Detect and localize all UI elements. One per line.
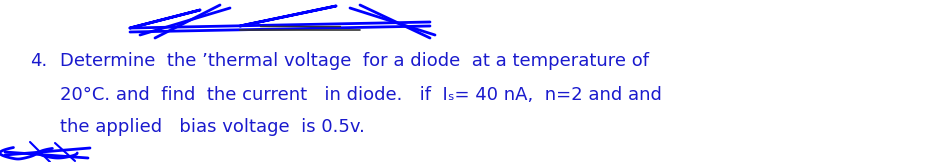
Text: 4.: 4. (30, 52, 47, 70)
Text: 20°C. and  find  the current   in diode.   if  Iₛ= 40 nA,  n=2 and and: 20°C. and find the current in diode. if … (60, 86, 661, 104)
Text: the applied   bias voltage  is 0.5v.: the applied bias voltage is 0.5v. (60, 118, 364, 136)
Text: Determine  the ’thermal voltage  for a diode  at a temperature of: Determine the ’thermal voltage for a dio… (60, 52, 649, 70)
